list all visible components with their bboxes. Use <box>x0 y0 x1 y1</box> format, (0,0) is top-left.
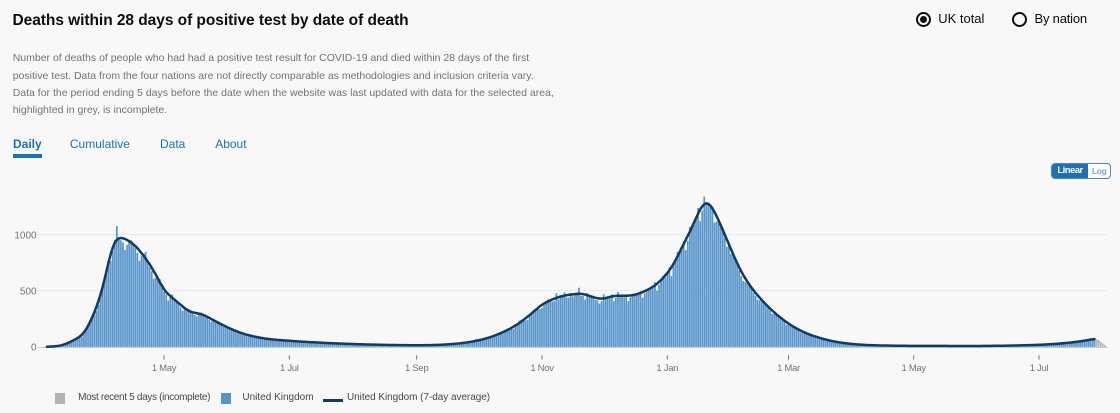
svg-text:1 Jul: 1 Jul <box>1030 363 1049 374</box>
svg-text:1 Mar: 1 Mar <box>777 363 800 374</box>
svg-text:1 May: 1 May <box>152 363 177 374</box>
svg-text:1 Jul: 1 Jul <box>280 363 299 374</box>
svg-text:1000: 1000 <box>14 230 37 241</box>
svg-text:500: 500 <box>20 286 37 297</box>
svg-text:1 Nov: 1 Nov <box>530 363 554 374</box>
svg-text:0: 0 <box>31 343 37 354</box>
svg-text:1 May: 1 May <box>902 363 927 374</box>
svg-text:1 Jan: 1 Jan <box>656 363 678 374</box>
svg-text:1 Sep: 1 Sep <box>405 363 428 374</box>
